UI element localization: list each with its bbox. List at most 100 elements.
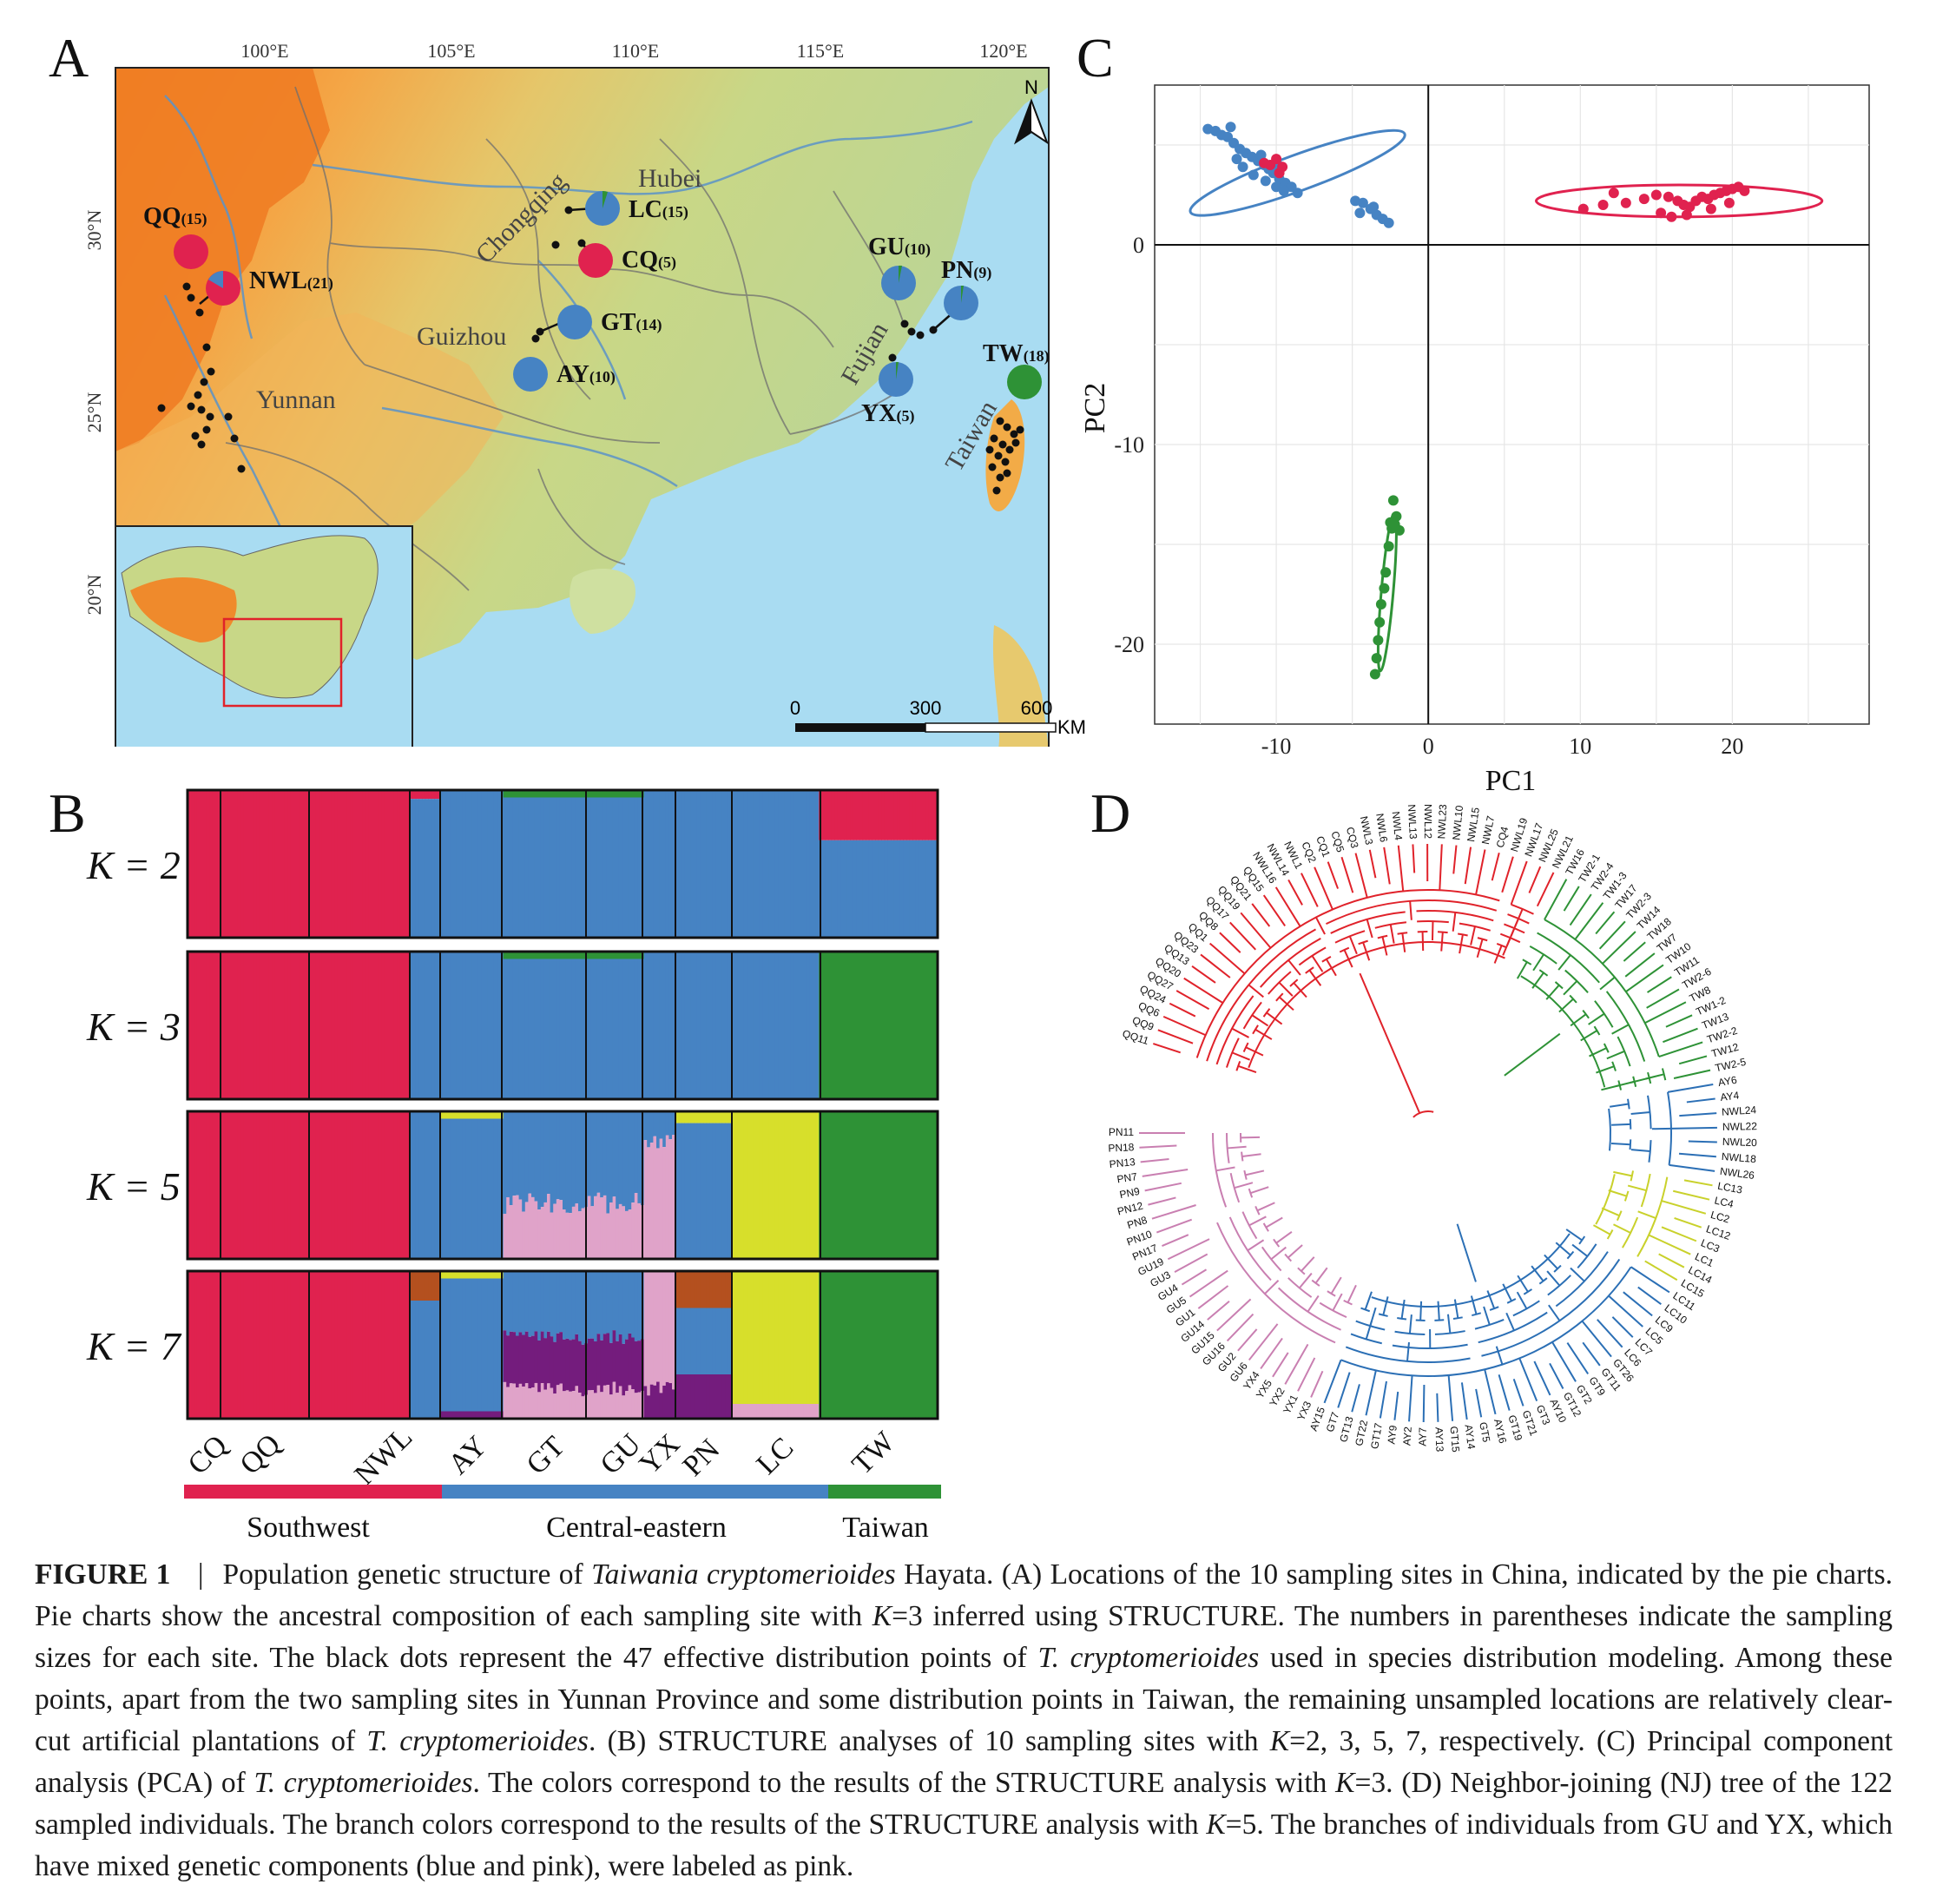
structure-bar-segment (587, 790, 591, 798)
structure-bar-segment (756, 952, 761, 1099)
structure-bar-segment (875, 840, 879, 938)
structure-bar-segment (587, 1390, 591, 1419)
structure-bar-segment (662, 1271, 667, 1386)
tree-internal-branch (1578, 1235, 1586, 1245)
structure-bar-segment (234, 790, 239, 938)
structure-bar-segment (868, 840, 873, 938)
structure-bar-segment (543, 1389, 548, 1419)
structure-bar-segment (247, 952, 251, 1099)
structure-bar-segment (675, 790, 679, 938)
structure-bar-segment (569, 790, 573, 798)
tree-tip-branch (1512, 1378, 1524, 1407)
structure-bar-segment (259, 952, 263, 1099)
structure-bar-segment (649, 952, 654, 1099)
structure-bar-segment (672, 1111, 676, 1136)
structure-bar-segment (787, 952, 792, 1099)
structure-bar-segment (750, 1404, 754, 1419)
structure-bar-segment (753, 1111, 757, 1259)
structure-bar-segment (206, 952, 210, 1099)
structure-bar-segment (256, 1271, 260, 1419)
structure-bar-segment (194, 952, 198, 1099)
structure-bar-segment (616, 1111, 620, 1209)
structure-bar-segment (731, 1271, 735, 1404)
taiwan-island (985, 399, 1025, 511)
structure-bar-segment (631, 952, 635, 959)
structure-bar-segment (475, 1278, 479, 1412)
tree-tip-branch (1383, 847, 1391, 885)
structure-bar-segment (928, 790, 932, 840)
nj-tree: QQ11QQ9QQ6QQ24QQ27QQ20QQ13QQ23QQ1QQ8QQ17… (1077, 781, 1757, 1453)
structure-bar-segment (253, 1271, 257, 1419)
tree-internal-branch (1446, 1314, 1452, 1334)
structure-bar-segment (594, 790, 598, 798)
structure-bar-segment (606, 1271, 610, 1334)
structure-bar-segment (497, 790, 501, 938)
population-labels: CQ QQ NWL AY GT GU YX PN LC TW (181, 1421, 901, 1492)
structure-bar-segment (719, 1308, 723, 1374)
structure-bar-segment (391, 1111, 395, 1259)
structure-bar-segment (774, 790, 779, 938)
structure-bar-segment (594, 1196, 598, 1259)
tree-internal-branch (1245, 1169, 1265, 1176)
pca-point (1620, 197, 1631, 208)
structure-bar-segment (887, 840, 892, 938)
structure-bar-segment (875, 1271, 879, 1419)
structure-bar-segment (444, 1271, 448, 1279)
structure-bar-segment (569, 1340, 573, 1392)
tree-tip-branch (1148, 1196, 1176, 1206)
structure-bar-segment (509, 797, 513, 938)
structure-bar-segment (506, 959, 510, 1099)
lat-label: 25°N (83, 392, 105, 433)
structure-bar-segment (506, 1335, 510, 1387)
structure-bar-segment (875, 1111, 879, 1259)
structure-bar-segment (906, 840, 911, 938)
tree-tip-label: NWL3 (1358, 815, 1376, 847)
structure-bar-segment (575, 1271, 579, 1334)
structure-bar-segment (344, 1271, 348, 1419)
tree-internal-branch (1588, 1012, 1605, 1025)
structure-bar-segment (188, 1111, 192, 1259)
tree-tip-branch (1510, 860, 1528, 906)
structure-bar-segment (406, 790, 411, 938)
tree-tip-branch (1623, 1291, 1653, 1317)
structure-bar-segment (372, 1271, 376, 1419)
structure-bar-segment (397, 1111, 401, 1259)
structure-bar-segment (659, 1393, 663, 1419)
structure-bar-segment (471, 1118, 476, 1259)
structure-bar-segment (762, 1271, 767, 1404)
structure-bar-segment (440, 1118, 444, 1259)
structure-bar-segment (465, 1111, 470, 1119)
structure-bar-segment (853, 952, 857, 1099)
structure-bar-segment (563, 790, 567, 798)
structure-bar-segment (922, 952, 926, 1099)
structure-bar-segment (491, 1118, 495, 1259)
structure-bar-segment (393, 952, 398, 1099)
tree-tip-branch (1582, 1341, 1601, 1367)
structure-bar-segment (675, 1271, 679, 1308)
structure-bar-segment (881, 1271, 886, 1419)
structure-bar-segment (293, 1111, 298, 1259)
structure-bar-segment (425, 1111, 429, 1259)
structure-bar-segment (352, 1111, 357, 1259)
structure-bar-segment (477, 1271, 482, 1279)
panel-label-c: C (1077, 27, 1114, 89)
structure-bar-segment (250, 952, 254, 1099)
tree-tip-branch (1595, 911, 1616, 935)
structure-bar-segment (899, 840, 904, 938)
structure-bar-segment (384, 790, 388, 938)
structure-bar-segment (319, 790, 323, 938)
structure-bar-segment (481, 1118, 485, 1259)
structure-bar-segment (375, 1271, 379, 1419)
tree-tip-branch (1216, 1298, 1252, 1332)
structure-bar-segment (368, 1271, 372, 1419)
structure-bar-segment (825, 840, 829, 938)
structure-bar-segment (774, 952, 779, 1099)
structure-bar-segment (531, 797, 536, 938)
structure-bar-segment (553, 959, 557, 1099)
tree-internal-branch (1311, 955, 1324, 972)
structure-bar-segment (550, 952, 554, 959)
tree-tip-branch (1644, 1001, 1687, 1024)
structure-bar-segment (862, 952, 866, 1099)
tree-tip-branch (1501, 856, 1514, 893)
structure-bar-segment (493, 1111, 497, 1119)
